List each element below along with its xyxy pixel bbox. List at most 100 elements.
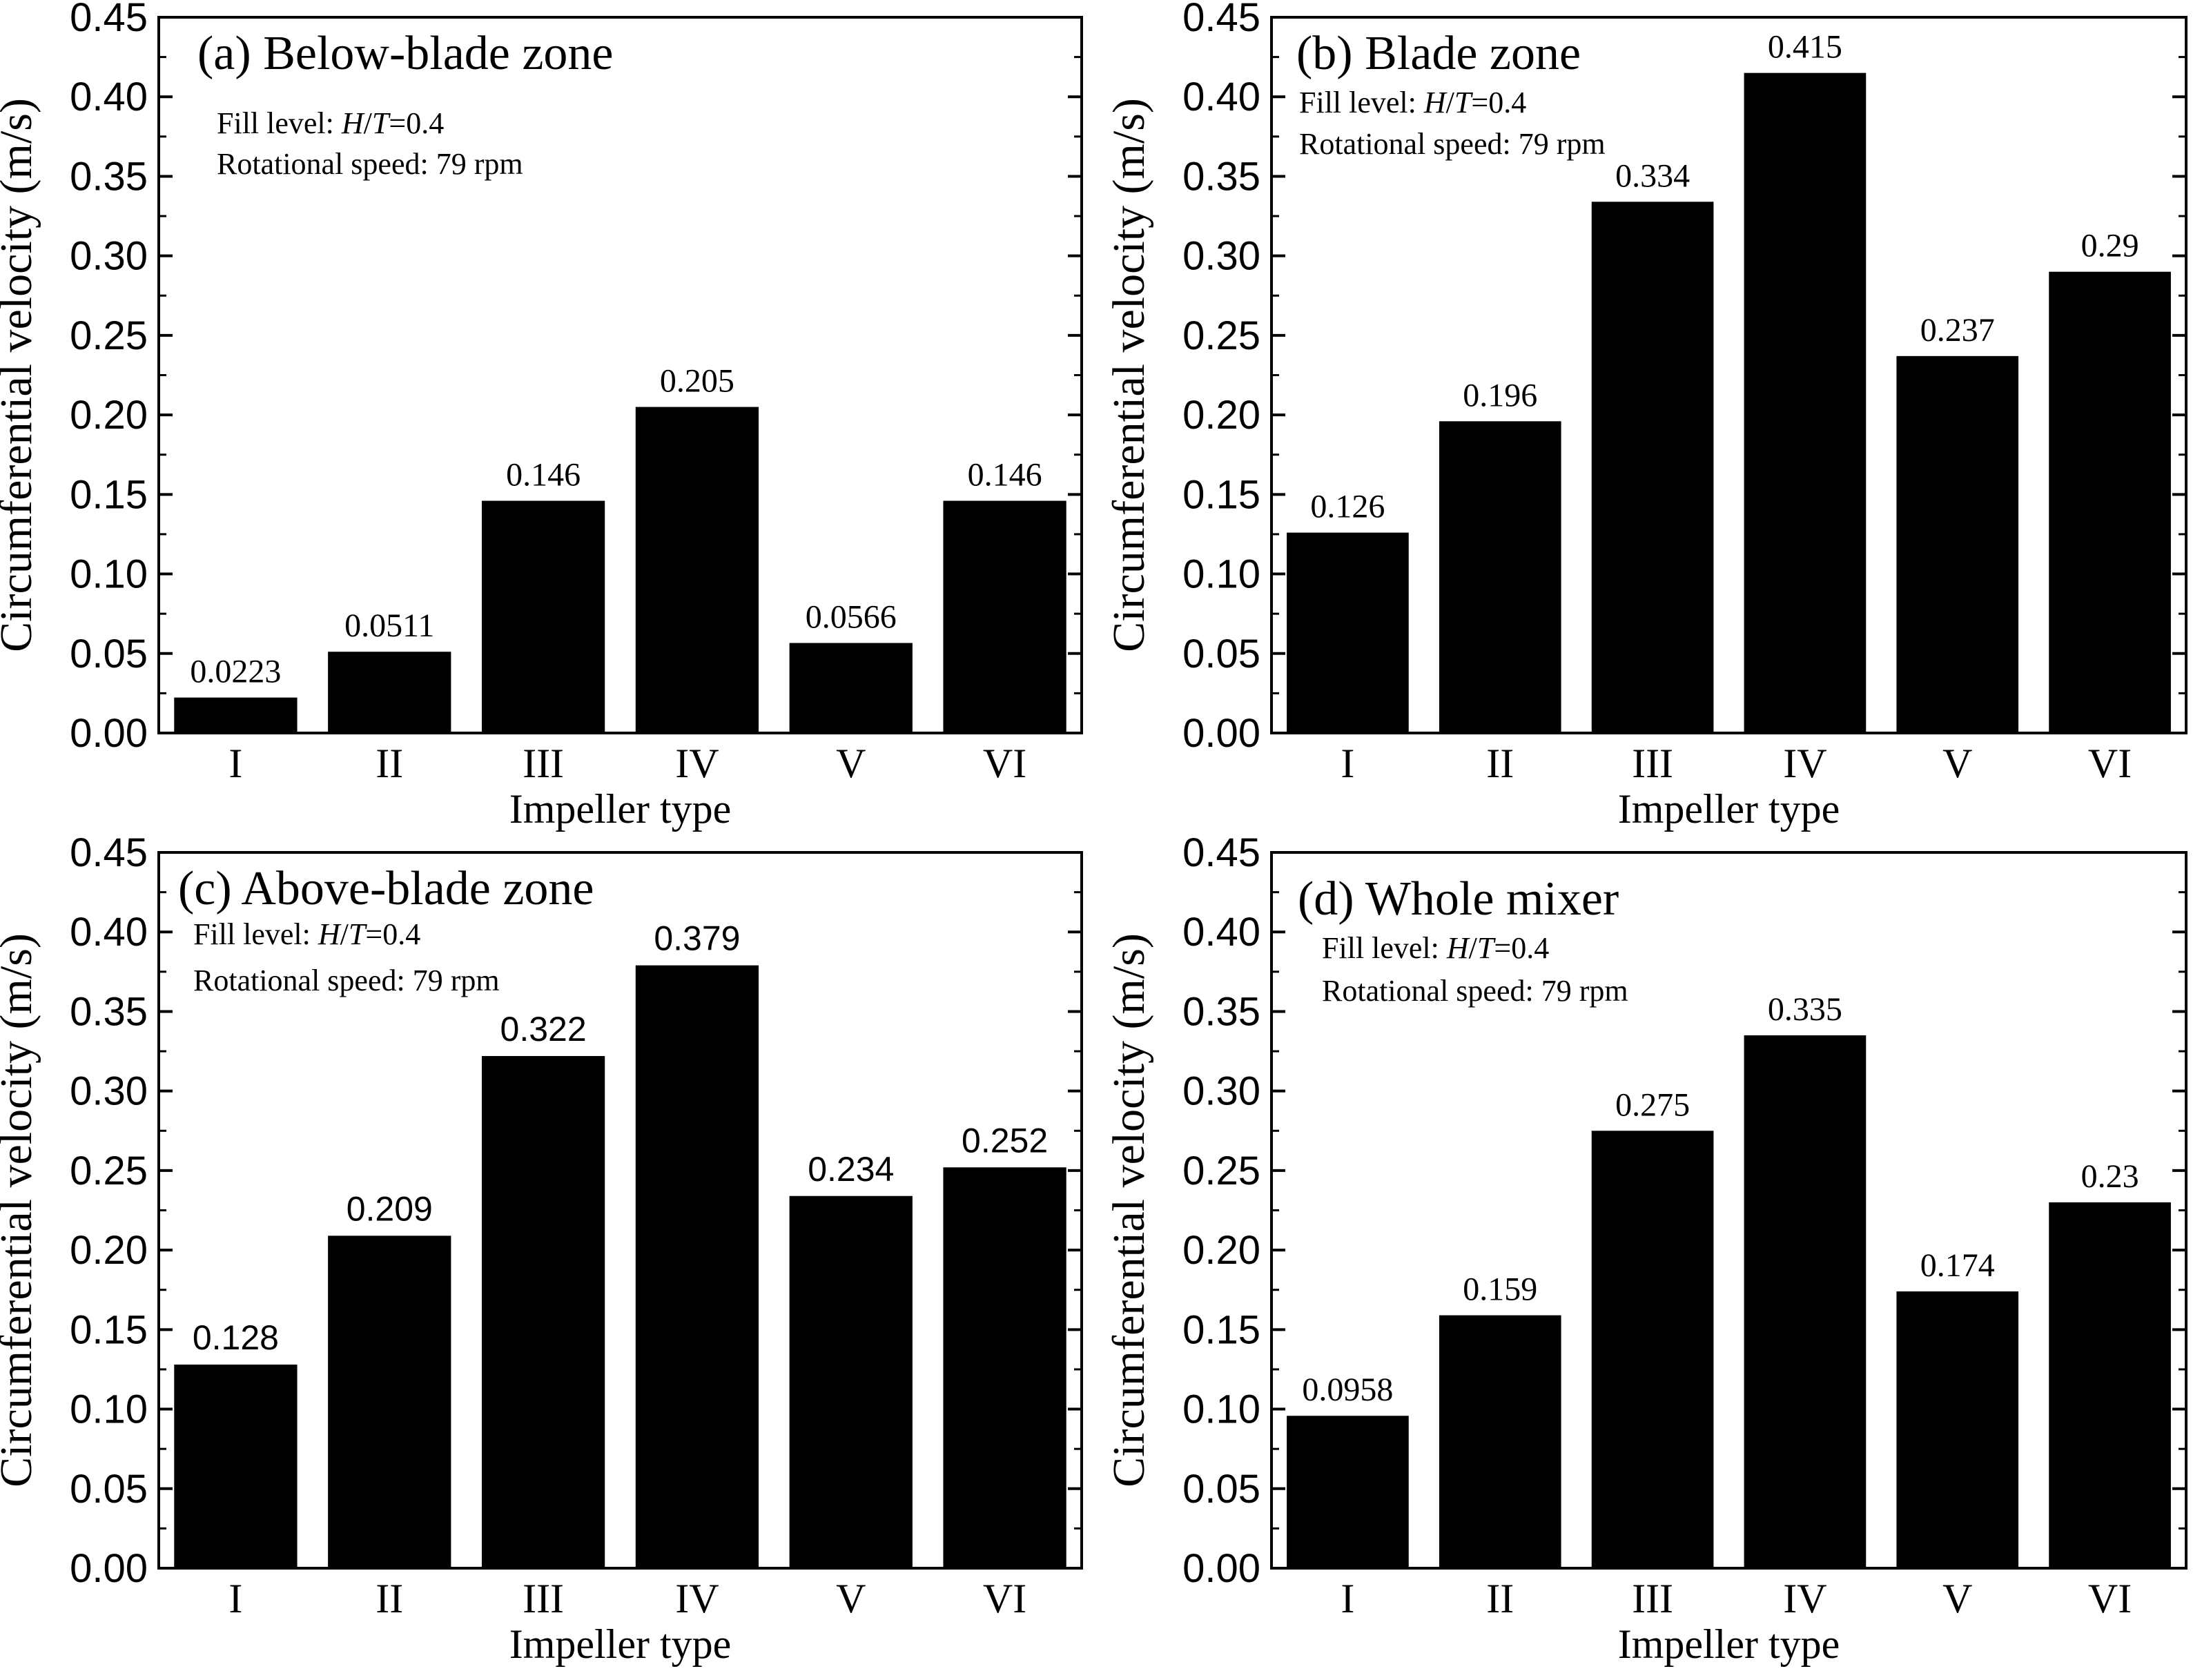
bar-value-label: 0.0223 [190, 654, 281, 690]
rotational-speed-note: Rotational speed: 79 rpm [193, 964, 500, 997]
y-tick-label: 0.25 [70, 313, 148, 358]
y-tick-label: 0.45 [1182, 0, 1260, 40]
bar-value-label: 0.275 [1615, 1086, 1690, 1123]
x-tick-label: I [1341, 1576, 1354, 1621]
bar-II [1439, 1315, 1561, 1568]
y-tick-label: 0.30 [1182, 234, 1260, 279]
y-tick-label: 0.10 [70, 1387, 148, 1432]
y-tick-label: 0.40 [1182, 75, 1260, 119]
bar-V [789, 643, 913, 733]
x-tick-label: II [1486, 1576, 1514, 1621]
x-axis-label: Impeller type [1618, 1621, 1840, 1667]
rotational-speed-note: Rotational speed: 79 rpm [1322, 974, 1628, 1008]
bar-I [1287, 532, 1409, 733]
x-tick-label: III [523, 741, 564, 786]
y-tick-label: 0.35 [70, 989, 148, 1034]
y-tick-label: 0.45 [70, 830, 148, 875]
bar-value-label: 0.0958 [1302, 1371, 1393, 1408]
bar-II [328, 652, 451, 733]
x-axis-label: Impeller type [1618, 786, 1840, 832]
fill-level-note: Fill level: H/T=0.4 [193, 917, 420, 951]
bar-value-label: 0.29 [2081, 228, 2139, 264]
x-axis-label: Impeller type [509, 1621, 732, 1667]
bar-IV [635, 407, 759, 733]
y-tick-label: 0.10 [1182, 1387, 1260, 1432]
y-tick-label: 0.30 [70, 1069, 148, 1114]
panel-title: (c) Above-blade zone [178, 862, 594, 915]
x-tick-label: IV [1783, 1576, 1826, 1621]
x-tick-label: III [1632, 741, 1673, 786]
bar-value-label: 0.205 [660, 363, 734, 400]
x-tick-label: I [228, 741, 242, 786]
y-tick-label: 0.10 [70, 552, 148, 597]
bar-value-label: 0.334 [1615, 157, 1690, 194]
y-tick-label: 0.00 [70, 1546, 148, 1591]
x-tick-label: V [1942, 1576, 1972, 1621]
y-tick-label: 0.05 [1182, 632, 1260, 676]
x-tick-label: VI [983, 741, 1026, 786]
rotational-speed-note: Rotational speed: 79 rpm [217, 147, 523, 181]
y-axis-label: Circumferential velocity (m/s) [0, 933, 41, 1487]
bar-II [1439, 421, 1561, 733]
x-tick-label: V [836, 1576, 866, 1621]
fill-level-note: Fill level: H/T=0.4 [1299, 86, 1526, 119]
bar-I [1287, 1416, 1409, 1568]
y-tick-label: 0.15 [70, 1307, 148, 1352]
bar-VI [943, 500, 1066, 733]
y-tick-label: 0.05 [70, 632, 148, 676]
bar-VI [2049, 271, 2171, 733]
y-tick-label: 0.35 [70, 154, 148, 199]
x-axis-label: Impeller type [509, 786, 732, 832]
bar-III [481, 1055, 605, 1568]
y-tick-label: 0.05 [1182, 1467, 1260, 1512]
chart-panel-1: 0.00 0.05 0.10 0.15 0.20 0.25 0.30 0.35 0.40 0.45… [0, 0, 1083, 832]
x-tick-label: I [228, 1576, 242, 1621]
x-tick-label: IV [675, 741, 719, 786]
y-tick-label: 0.30 [70, 234, 148, 279]
bar-value-label: 0.379 [654, 919, 740, 958]
y-tick-label: 0.25 [1182, 313, 1260, 358]
x-tick-label: I [1341, 741, 1354, 786]
y-tick-label: 0.00 [1182, 711, 1260, 756]
bar-V [1896, 1291, 2019, 1568]
y-axis-label: Circumferential velocity (m/s) [1104, 933, 1154, 1487]
y-tick-label: 0.40 [1182, 910, 1260, 955]
bar-value-label: 0.234 [808, 1150, 894, 1189]
fill-level-note: Fill level: H/T=0.4 [1322, 931, 1549, 965]
bar-value-label: 0.146 [968, 457, 1042, 494]
bar-value-label: 0.209 [347, 1189, 433, 1228]
bar-VI [943, 1167, 1066, 1568]
bar-value-label: 0.0566 [806, 599, 897, 636]
y-tick-label: 0.25 [1182, 1149, 1260, 1193]
y-tick-label: 0.15 [1182, 1307, 1260, 1352]
x-tick-label: VI [2088, 741, 2132, 786]
x-tick-label: II [376, 741, 403, 786]
bar-value-label: 0.126 [1310, 489, 1385, 525]
y-tick-label: 0.40 [70, 910, 148, 955]
bar-value-label: 0.146 [506, 457, 581, 494]
x-tick-label: V [836, 741, 866, 786]
bar-value-label: 0.159 [1463, 1271, 1537, 1308]
bar-III [481, 500, 605, 733]
bar-I [174, 1365, 298, 1568]
bar-value-label: 0.252 [962, 1121, 1048, 1160]
y-tick-label: 0.45 [70, 0, 148, 40]
y-tick-label: 0.20 [1182, 393, 1260, 438]
y-tick-label: 0.10 [1182, 552, 1260, 597]
x-tick-label: II [376, 1576, 403, 1621]
x-tick-label: II [1486, 741, 1514, 786]
bar-III [1591, 202, 1714, 733]
y-tick-label: 0.30 [1182, 1069, 1260, 1114]
y-tick-label: 0.05 [70, 1467, 148, 1512]
y-tick-label: 0.40 [70, 75, 148, 119]
x-tick-label: III [1632, 1576, 1673, 1621]
bar-IV [1744, 1035, 1867, 1568]
bar-value-label: 0.415 [1768, 29, 1842, 66]
panel-title: (d) Whole mixer [1298, 872, 1619, 926]
y-tick-label: 0.15 [70, 472, 148, 517]
bar-II [328, 1235, 451, 1568]
y-tick-label: 0.35 [1182, 154, 1260, 199]
bar-V [1896, 355, 2019, 733]
y-tick-label: 0.00 [70, 711, 148, 756]
bar-value-label: 0.196 [1463, 377, 1537, 413]
